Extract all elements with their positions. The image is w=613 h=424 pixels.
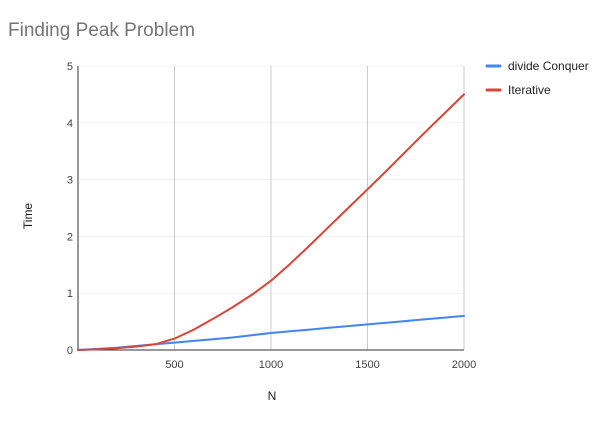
y-tick-label: 5 <box>67 61 73 73</box>
y-tick-label: 1 <box>67 288 73 300</box>
y-axis-title: Time <box>21 203 35 230</box>
y-tick-label: 2 <box>67 231 73 243</box>
legend-label: divide Conquer <box>508 59 589 73</box>
x-tick-label: 1000 <box>259 359 283 371</box>
axes <box>77 66 464 351</box>
y-tick-label: 0 <box>67 345 73 357</box>
x-tick-label: 500 <box>165 359 183 371</box>
legend-label: Iterative <box>508 83 551 97</box>
tick-labels: 500 1000 1500 2000 0 1 2 3 4 5 <box>67 61 476 371</box>
y-tick-label: 4 <box>67 118 73 130</box>
series-line-iterative <box>77 93 465 351</box>
x-axis-title: N <box>268 389 277 403</box>
series-lines <box>77 93 465 351</box>
grid <box>78 65 465 350</box>
chart-title: Finding Peak Problem <box>8 20 195 41</box>
x-tick-label: 2000 <box>452 359 476 371</box>
y-tick-label: 3 <box>67 175 73 187</box>
x-tick-label: 1500 <box>355 359 379 371</box>
legend: divide Conquer Iterative <box>485 59 589 97</box>
